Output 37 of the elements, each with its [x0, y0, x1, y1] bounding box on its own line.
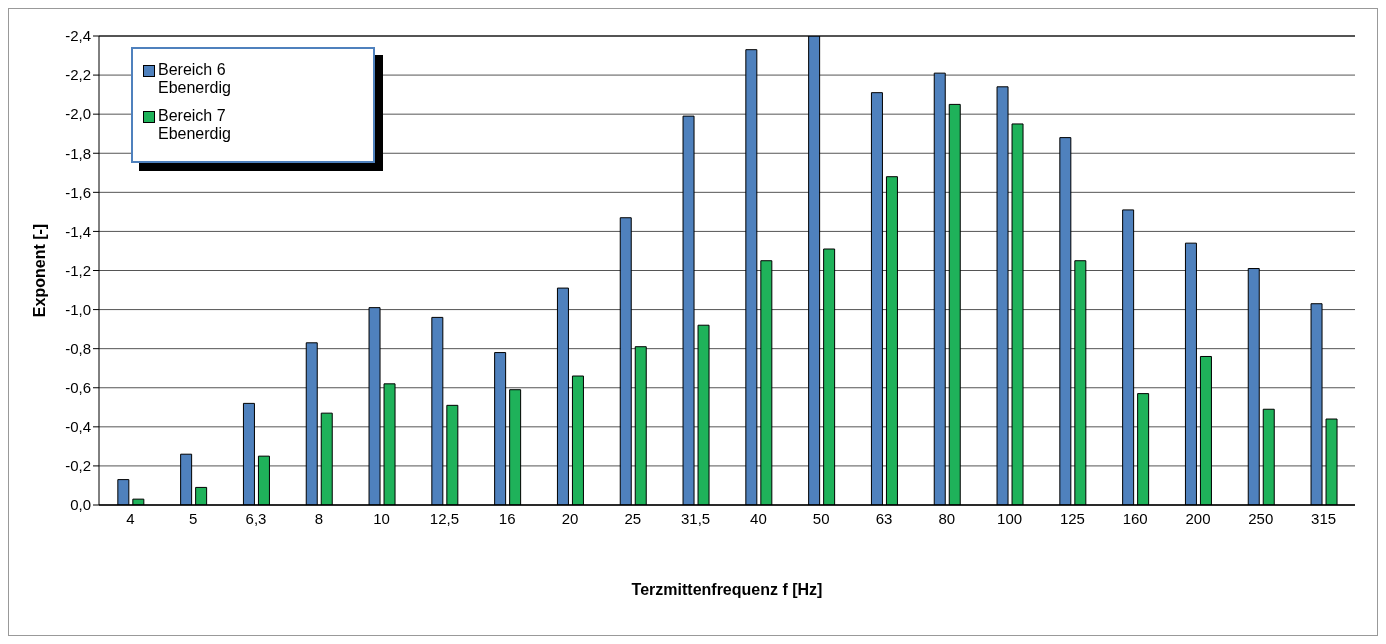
y-tick-label: -0,2	[65, 457, 91, 475]
y-tick-label: -1,4	[65, 222, 91, 240]
x-tick-label: 200	[1185, 509, 1211, 527]
y-tick-label: -1,6	[65, 183, 91, 201]
x-tick-label: 250	[1248, 509, 1274, 527]
y-tick-label: -2,2	[65, 66, 91, 84]
x-tick-label: 25	[624, 509, 642, 527]
x-tick-label: 160	[1122, 509, 1148, 527]
x-tick-label: 4	[126, 509, 135, 527]
x-tick-label: 12,5	[429, 509, 459, 527]
y-tick-label: -0,4	[65, 418, 91, 436]
x-tick-label: 20	[561, 509, 579, 527]
x-tick-label: 315	[1311, 509, 1337, 527]
x-tick-label: 5	[189, 509, 198, 527]
y-axis-title: Exponent [-]	[30, 223, 48, 318]
y-tick-label: -1,2	[65, 261, 91, 279]
x-tick-label: 8	[314, 509, 323, 527]
x-tick-label: 125	[1059, 509, 1085, 527]
x-tick-label: 10	[373, 509, 390, 527]
y-tick-label: -1,8	[65, 144, 91, 162]
legend-label: Bereich 6 Ebenerdig	[158, 61, 232, 97]
x-tick-label: 16	[498, 509, 516, 527]
y-tick-label: -1,0	[65, 300, 91, 318]
x-tick-label: 100	[997, 509, 1023, 527]
y-tick-label: -2,0	[65, 105, 91, 123]
legend-label: Bereich 7 Ebenerdig	[158, 107, 232, 143]
x-tick-label: 50	[812, 509, 830, 527]
x-tick-label: 31,5	[681, 509, 711, 527]
x-tick-label: 40	[750, 509, 767, 527]
y-tick-label: -0,6	[65, 379, 91, 397]
y-tick-label: -2,4	[65, 27, 91, 45]
x-axis-title: Terzmittenfrequenz f [Hz]	[631, 581, 823, 598]
x-tick-label: 6,3	[245, 509, 267, 527]
y-tick-label: -0,8	[65, 339, 91, 357]
x-tick-label: 80	[938, 509, 956, 527]
x-tick-label: 63	[875, 509, 893, 527]
y-tick-label: 0,0	[70, 496, 91, 514]
